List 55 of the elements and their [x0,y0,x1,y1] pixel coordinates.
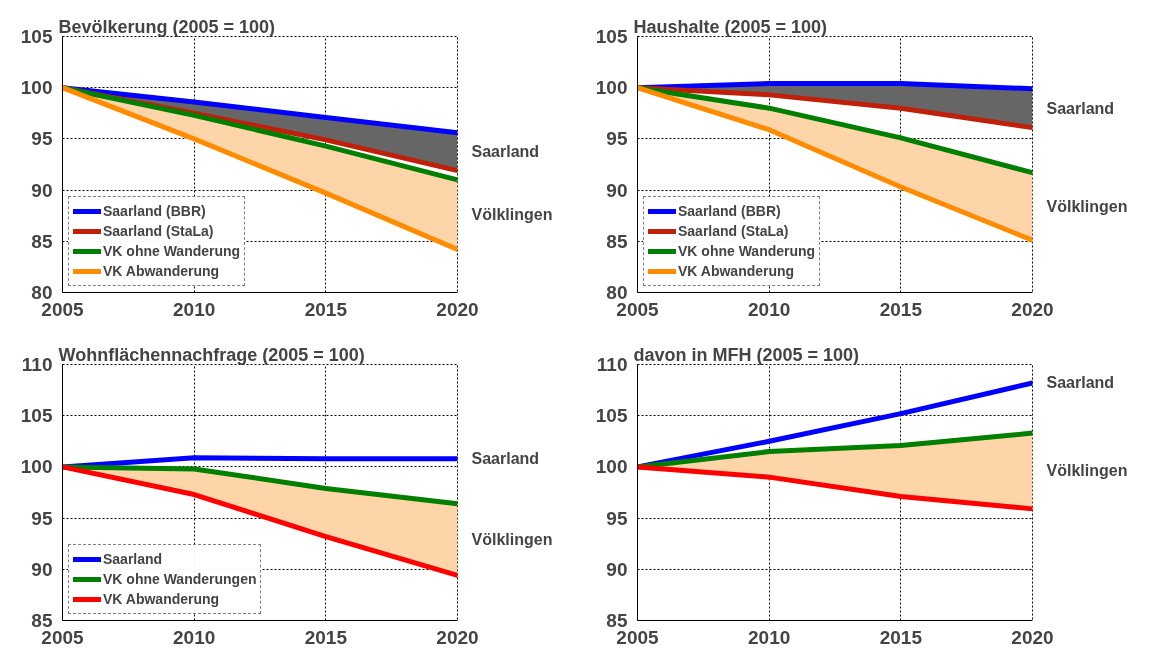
legend-label: VK ohne Wanderungen [103,571,257,587]
y-tick-label: 100 [20,77,53,99]
y-tick-label: 85 [606,230,628,252]
text: Völklingen [1046,462,1128,480]
x-tick-label: 2015 [304,626,348,648]
x-tick-label: 2010 [173,298,216,320]
x-tick-label: 2015 [304,298,348,320]
y-tick-label: 95 [31,128,53,150]
y-tick-label: 105 [20,26,53,47]
y-tick-label: 100 [20,456,53,478]
legend-label: Saarland (StaLa) [678,223,789,239]
y-tick-label: 100 [595,77,628,99]
y-tick-label: 100 [595,456,628,478]
y-tick-label: 90 [606,558,628,580]
text: Saarland [1046,99,1115,117]
y-tick-label: 110 [21,354,53,375]
y-tick-label: 85 [31,230,53,252]
legend-label: VK ohne Wanderung [678,243,816,259]
legend-label: VK Abwanderung [103,591,220,607]
x-tick-label: 2010 [748,298,791,320]
y-tick-label: 90 [31,558,53,580]
text: Saarland [1046,374,1115,392]
chart-title: Haushalte (2005 = 100) [633,16,828,37]
text: Völklingen [471,206,553,224]
legend-label: Saarland (BBR) [678,203,781,219]
y-tick-label: 90 [606,179,628,201]
text: Völklingen [471,531,553,549]
x-tick-label: 2020 [1011,298,1054,320]
legend-label: Saarland (StaLa) [103,223,214,239]
legend-label: VK Abwanderung [678,263,795,279]
y-tick-label: 105 [595,26,628,47]
chart-title: Bevölkerung (2005 = 100) [58,16,276,37]
y-tick-label: 90 [31,179,53,201]
chart-title: davon in MFH (2005 = 100) [633,344,860,365]
text: Saarland [471,143,540,161]
x-tick-label: 2020 [1011,626,1054,648]
y-tick-label: 95 [606,128,628,150]
legend-label: Saarland [103,551,163,567]
y-tick-label: 105 [595,405,628,427]
x-tick-label: 2015 [879,626,923,648]
x-tick-label: 2015 [879,298,923,320]
text: Völklingen [1046,197,1128,215]
chart-title: Wohnflächennachfrage (2005 = 100) [58,344,365,365]
y-tick-label: 95 [31,507,53,529]
text: Saarland [471,450,540,468]
x-tick-label: 2020 [436,298,479,320]
y-tick-label: 105 [20,405,53,427]
x-tick-label: 2010 [173,626,216,648]
x-tick-label: 2020 [436,626,479,648]
legend-label: VK Abwanderung [103,263,220,279]
legend-label: Saarland (BBR) [103,203,206,219]
y-tick-label: 95 [606,507,628,529]
y-tick-label: 110 [596,354,628,375]
x-tick-label: 2010 [748,626,791,648]
legend-label: VK ohne Wanderung [103,243,241,259]
